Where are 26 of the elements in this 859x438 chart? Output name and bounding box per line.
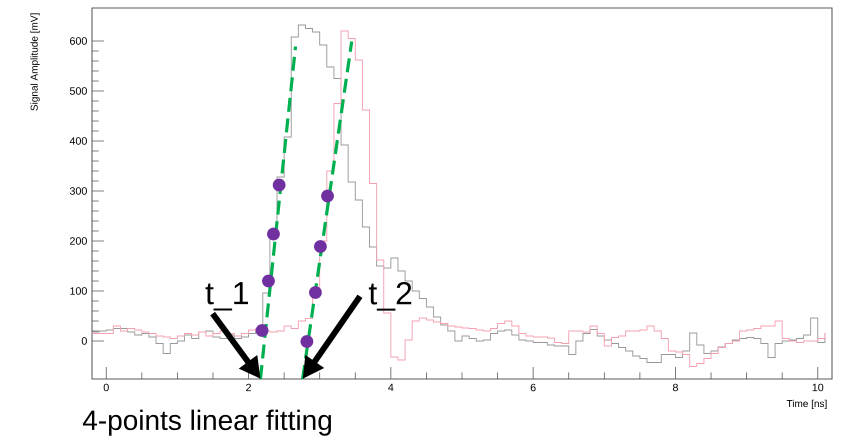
x-tick-label: 4 [388, 384, 394, 392]
y-tick-label: 0 [82, 337, 87, 345]
y-tick-label: 200 [70, 237, 87, 245]
point [321, 190, 334, 202]
y-tick-label: 600 [70, 37, 87, 45]
x-tick-label: 6 [530, 384, 536, 392]
y-axis-title: Signal Amplitude [mV] [30, 13, 40, 111]
y-tick-label: 400 [70, 137, 87, 145]
x-tick-label: 2 [246, 384, 251, 392]
y-tick-label: 100 [70, 287, 87, 295]
annotation: t_1 [206, 282, 248, 311]
point [272, 178, 286, 192]
y-tick-label: 500 [70, 87, 87, 95]
point [262, 274, 275, 288]
point [314, 240, 327, 253]
text: 4-points linear fitting [82, 410, 331, 436]
x-tick-label: 10 [812, 384, 824, 392]
x-axis-title: Time [ns] [786, 400, 827, 410]
annotation: t_2 [368, 282, 412, 311]
point [256, 324, 268, 337]
x-tick-label: 8 [672, 384, 678, 392]
point [267, 228, 280, 240]
x-tick-label: 0 [104, 384, 109, 392]
point [300, 335, 314, 348]
point [309, 286, 322, 299]
y-tick-label: 300 [70, 187, 87, 195]
